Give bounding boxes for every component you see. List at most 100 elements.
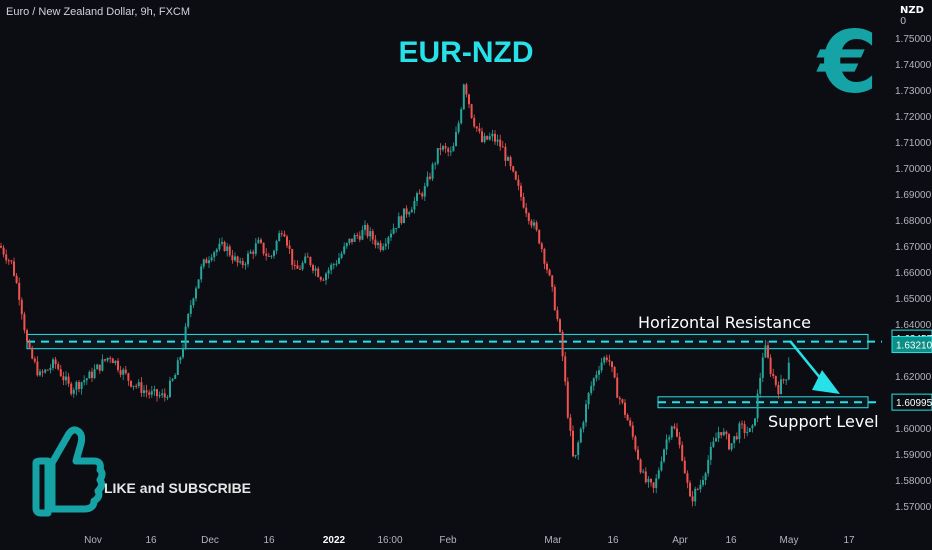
candle-body [764, 345, 767, 358]
candle-body [382, 246, 385, 250]
candle [782, 378, 785, 384]
x-tick-label: 16 [263, 535, 275, 546]
candle [488, 132, 491, 141]
candle-body [52, 359, 54, 369]
candle [278, 230, 281, 242]
candle [728, 432, 730, 451]
candle [223, 240, 226, 252]
candle [722, 428, 725, 437]
candle [509, 155, 512, 171]
candle-body [239, 261, 242, 263]
candle [585, 399, 587, 427]
candle-body [5, 254, 8, 261]
candle-body [83, 380, 86, 383]
candle-body [499, 139, 502, 147]
candle-body [668, 437, 671, 440]
candle [663, 448, 665, 464]
candle [88, 370, 91, 379]
candle [169, 376, 171, 398]
candle [429, 172, 431, 181]
candle [644, 467, 647, 484]
candle-body [551, 275, 554, 287]
candle [642, 468, 645, 474]
candle [787, 357, 790, 381]
candle [374, 234, 377, 249]
candle [595, 370, 598, 382]
candle-body [751, 425, 754, 429]
candle-body [405, 208, 408, 215]
candle [390, 229, 392, 241]
thumbs-up-icon[interactable] [32, 426, 106, 517]
candle [247, 250, 249, 268]
candle [525, 203, 528, 218]
candle-body [444, 146, 447, 149]
candle [75, 380, 78, 396]
candle [262, 242, 265, 256]
candle-body [20, 299, 23, 315]
candle-body [605, 357, 608, 361]
candle-body [712, 441, 715, 447]
candle [501, 140, 504, 148]
candle [96, 363, 99, 370]
candle [582, 420, 585, 433]
candle [254, 238, 257, 257]
candle-body [387, 237, 390, 244]
candle [197, 279, 200, 289]
candle [137, 379, 140, 389]
candle [59, 364, 62, 377]
candle-body [10, 260, 13, 262]
candle-body [676, 428, 678, 437]
candle [449, 146, 452, 157]
candle [761, 352, 764, 383]
candle [548, 268, 551, 277]
candle-body [236, 256, 239, 263]
price-label: 1.60995 [891, 393, 932, 411]
candle-body [486, 135, 489, 140]
candle-body [325, 273, 327, 281]
candle-body [600, 362, 603, 371]
candle-body [358, 235, 361, 240]
candle-body [717, 432, 720, 439]
candle [579, 427, 582, 444]
candle-body [317, 268, 320, 278]
candle [338, 252, 340, 265]
candle-body [546, 263, 548, 270]
candle-body [652, 482, 655, 488]
candle-body [689, 482, 691, 497]
candle-body [247, 253, 249, 265]
candle-body [234, 256, 236, 261]
candle-body [540, 243, 543, 250]
candle [647, 476, 650, 488]
candle-body [681, 445, 684, 461]
currency-tag[interactable]: NZD 0 [900, 5, 932, 27]
candle [192, 297, 195, 308]
candle-body [598, 370, 600, 375]
candle [343, 242, 346, 255]
y-tick-label: 1.62000 [895, 372, 932, 383]
candle-body [639, 459, 642, 473]
candle [631, 421, 634, 440]
candle [57, 361, 60, 371]
candle [681, 441, 684, 462]
candle [652, 482, 655, 494]
candle-body [735, 436, 738, 440]
symbol-title[interactable]: Euro / New Zealand Dollar, 9h, FXCM [6, 6, 191, 18]
candle-body [637, 449, 639, 460]
candle-body [130, 380, 132, 387]
candle [655, 474, 658, 494]
candle [457, 120, 460, 135]
candle [494, 130, 496, 145]
candle-body [75, 382, 78, 390]
candle-body [78, 382, 80, 389]
candle-body [158, 395, 161, 397]
y-tick-label: 1.72000 [895, 112, 932, 123]
candle-body [67, 376, 70, 384]
candle [616, 373, 619, 398]
candle [738, 421, 741, 444]
candle [720, 432, 723, 439]
x-tick-label: Mar [544, 535, 562, 546]
candle-body [384, 243, 387, 247]
candle-body [166, 397, 169, 399]
candle-body [572, 430, 574, 457]
